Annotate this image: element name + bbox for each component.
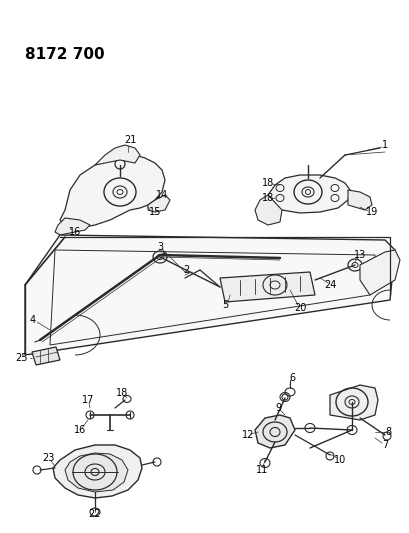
Text: 12: 12: [241, 430, 254, 440]
Polygon shape: [55, 218, 90, 235]
Polygon shape: [65, 453, 128, 492]
Text: 24: 24: [323, 280, 335, 290]
Text: 25: 25: [16, 353, 28, 363]
Polygon shape: [53, 445, 142, 498]
Text: 7: 7: [381, 440, 387, 450]
Text: 2: 2: [183, 265, 189, 275]
Text: 9: 9: [274, 403, 281, 413]
Text: 21: 21: [124, 135, 136, 145]
Text: 17: 17: [82, 395, 94, 405]
Text: 18: 18: [116, 388, 128, 398]
Polygon shape: [329, 385, 377, 420]
Polygon shape: [267, 175, 349, 213]
Text: 1: 1: [381, 140, 387, 150]
Text: 23: 23: [42, 453, 54, 463]
Polygon shape: [254, 415, 294, 448]
Text: 10: 10: [333, 455, 345, 465]
Polygon shape: [148, 195, 170, 212]
Text: 14: 14: [155, 190, 168, 200]
Polygon shape: [25, 235, 394, 355]
Text: 8: 8: [384, 427, 390, 437]
Text: 20: 20: [293, 303, 306, 313]
Text: 6: 6: [288, 373, 294, 383]
Text: 22: 22: [88, 509, 101, 519]
Text: 15: 15: [148, 207, 161, 217]
Text: 3: 3: [157, 242, 163, 252]
Text: 18: 18: [261, 178, 274, 188]
Text: 5: 5: [221, 300, 227, 310]
Polygon shape: [359, 250, 399, 295]
Text: 8172 700: 8172 700: [25, 47, 104, 62]
Text: 13: 13: [353, 250, 365, 260]
Text: 4: 4: [30, 315, 36, 325]
Text: 11: 11: [255, 465, 267, 475]
Text: 16: 16: [69, 227, 81, 237]
Polygon shape: [347, 190, 371, 210]
Polygon shape: [254, 195, 281, 225]
Text: 16: 16: [74, 425, 86, 435]
Text: 19: 19: [365, 207, 377, 217]
Polygon shape: [220, 272, 314, 302]
Polygon shape: [60, 155, 164, 228]
Polygon shape: [32, 347, 60, 365]
Polygon shape: [95, 145, 139, 165]
Text: 18: 18: [261, 193, 274, 203]
